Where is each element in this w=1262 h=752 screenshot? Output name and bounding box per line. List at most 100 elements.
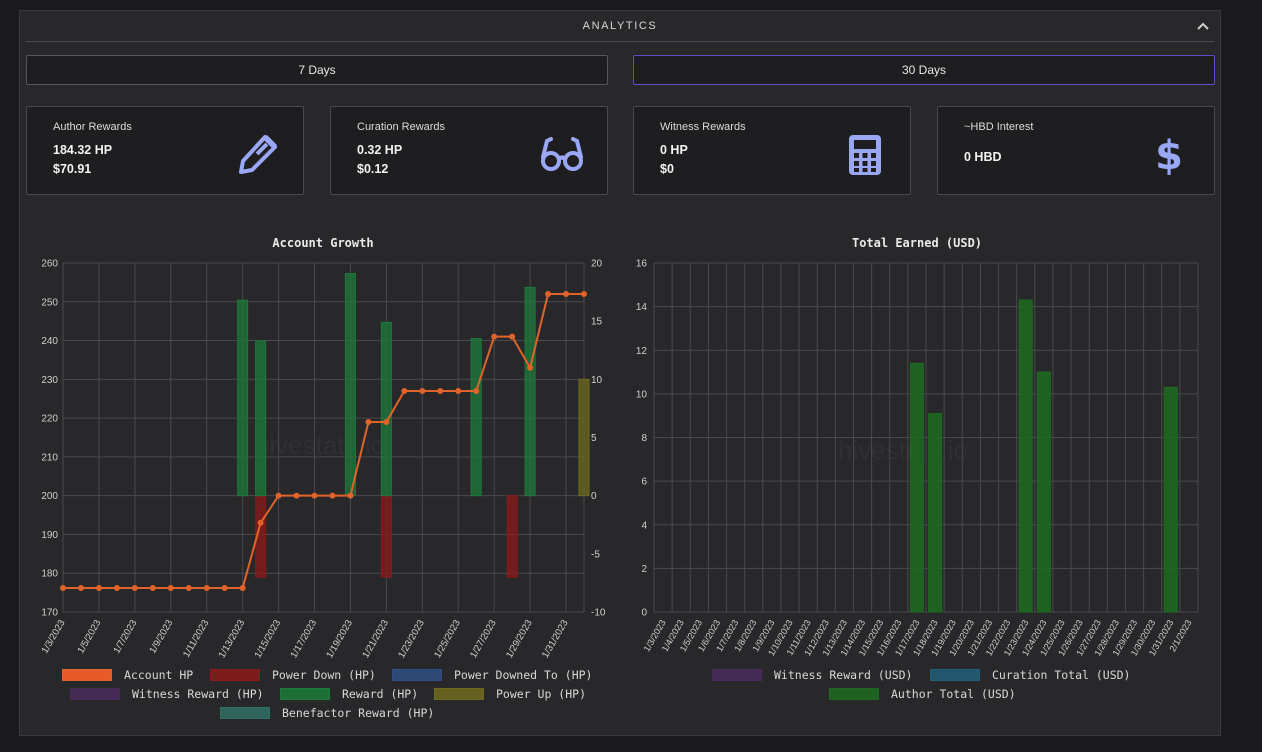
card-value-hp: 184.32 HP	[53, 143, 113, 157]
legend-swatch	[829, 688, 879, 700]
watermark: hivestats.io	[838, 435, 968, 466]
legend-label: Witness Reward (HP)	[132, 687, 264, 701]
y-tick-label: 8	[641, 433, 647, 444]
tab-7-days[interactable]: 7 Days	[26, 55, 608, 85]
line-point	[491, 333, 498, 340]
card-value-hp: 0 HP	[660, 143, 688, 157]
line-point	[275, 492, 282, 499]
line-point	[329, 492, 336, 499]
line-point	[113, 584, 120, 591]
y-tick-label: 2	[641, 564, 647, 575]
x-tick-label: 1/25/2023	[432, 618, 463, 660]
bar	[928, 413, 943, 613]
x-tick-label: 1/31/2023	[540, 618, 571, 660]
card-value-usd: $0.12	[357, 162, 389, 176]
legend-item[interactable]: Account HP	[62, 668, 193, 682]
bar	[506, 495, 518, 578]
legend-swatch	[62, 669, 112, 681]
x-tick-label: 1/27/2023	[468, 618, 499, 660]
line-point	[401, 387, 408, 394]
line-point	[239, 584, 246, 591]
tab-30-days[interactable]: 30 Days	[633, 55, 1215, 85]
y-right-tick-label: -5	[591, 549, 600, 560]
x-tick-label: 1/5/2023	[76, 618, 104, 656]
line-point	[383, 418, 390, 425]
panel-title: ANALYTICS	[582, 20, 658, 32]
bar	[344, 272, 356, 497]
bar	[1163, 386, 1178, 613]
line-point	[527, 364, 534, 371]
line-point	[167, 584, 174, 591]
hbd-interest-card: ~HBD Interest 0 HBD $	[937, 106, 1215, 195]
x-tick-label: 1/3/2023	[40, 618, 68, 656]
line-point	[257, 519, 264, 526]
panel-header[interactable]: ANALYTICS	[26, 11, 1214, 42]
bar	[470, 338, 482, 497]
card-value-hp: 0.32 HP	[357, 143, 403, 157]
card-title: Witness Rewards	[660, 121, 746, 133]
curation-rewards-card: Curation Rewards 0.32 HP $0.12	[330, 106, 608, 195]
legend-item[interactable]: Witness Reward (USD)	[712, 668, 912, 682]
legend-item[interactable]: Curation Total (USD)	[930, 668, 1130, 682]
legend-swatch	[930, 669, 980, 681]
legend-label: Account HP	[124, 668, 194, 682]
legend-item[interactable]: Witness Reward (HP)	[70, 687, 264, 701]
x-tick-label: 1/17/2023	[288, 618, 319, 660]
legend-label: Benefactor Reward (HP)	[282, 706, 435, 720]
legend-label: Curation Total (USD)	[992, 668, 1131, 682]
legend-label: Reward (HP)	[342, 687, 419, 701]
y-right-tick-label: 5	[591, 433, 597, 444]
chevron-up-icon[interactable]	[1196, 19, 1210, 33]
legend-item[interactable]: Power Downed To (HP)	[392, 668, 592, 682]
y-tick-label: 14	[636, 302, 648, 313]
card-title: ~HBD Interest	[964, 121, 1034, 133]
y-left-tick-label: 180	[41, 569, 58, 580]
legend-item[interactable]: Reward (HP)	[280, 687, 418, 701]
x-tick-label: 1/23/2023	[396, 618, 427, 660]
legend-item[interactable]: Power Down (HP)	[210, 668, 376, 682]
bar	[524, 286, 536, 497]
y-left-tick-label: 220	[41, 414, 58, 425]
line-point	[203, 584, 210, 591]
line-point	[347, 492, 354, 499]
pencil-icon	[239, 135, 277, 174]
card-value-hbd: 0 HBD	[964, 150, 1002, 164]
y-right-tick-label: 0	[591, 491, 597, 502]
line-point	[311, 492, 318, 499]
line-point	[365, 418, 372, 425]
x-tick-label: 1/29/2023	[504, 618, 535, 660]
line-point	[509, 333, 516, 340]
line-point	[437, 387, 444, 394]
legend-swatch	[70, 688, 120, 700]
bar	[380, 321, 392, 497]
y-right-tick-label: -10	[591, 608, 606, 619]
line-point	[221, 584, 228, 591]
y-tick-label: 0	[641, 608, 647, 619]
legend-swatch	[280, 688, 330, 700]
legend-item[interactable]: Power Up (HP)	[434, 687, 586, 701]
x-tick-label: 1/21/2023	[360, 618, 391, 660]
legend-item[interactable]: Benefactor Reward (HP)	[220, 706, 434, 720]
legend-item[interactable]: Author Total (USD)	[829, 687, 1016, 701]
legend-label: Power Down (HP)	[272, 668, 376, 682]
x-tick-label: 1/7/2023	[111, 618, 139, 656]
line-point	[473, 387, 480, 394]
y-left-tick-label: 240	[41, 336, 58, 347]
card-value-usd: $0	[660, 162, 674, 176]
legend-label: Power Downed To (HP)	[454, 668, 593, 682]
line-account-hp	[63, 293, 584, 589]
x-tick-label: 1/13/2023	[217, 618, 248, 660]
legend-swatch	[210, 669, 260, 681]
line-point	[77, 584, 84, 591]
y-left-tick-label: 260	[41, 259, 58, 270]
y-tick-label: 6	[641, 477, 647, 488]
y-left-tick-label: 250	[41, 297, 58, 308]
line-point	[563, 291, 570, 298]
y-tick-label: 12	[636, 346, 648, 357]
y-tick-label: 10	[636, 389, 648, 400]
bar	[380, 495, 392, 578]
line-point	[455, 387, 462, 394]
line-point	[419, 387, 426, 394]
svg-text:$: $	[1155, 133, 1183, 177]
